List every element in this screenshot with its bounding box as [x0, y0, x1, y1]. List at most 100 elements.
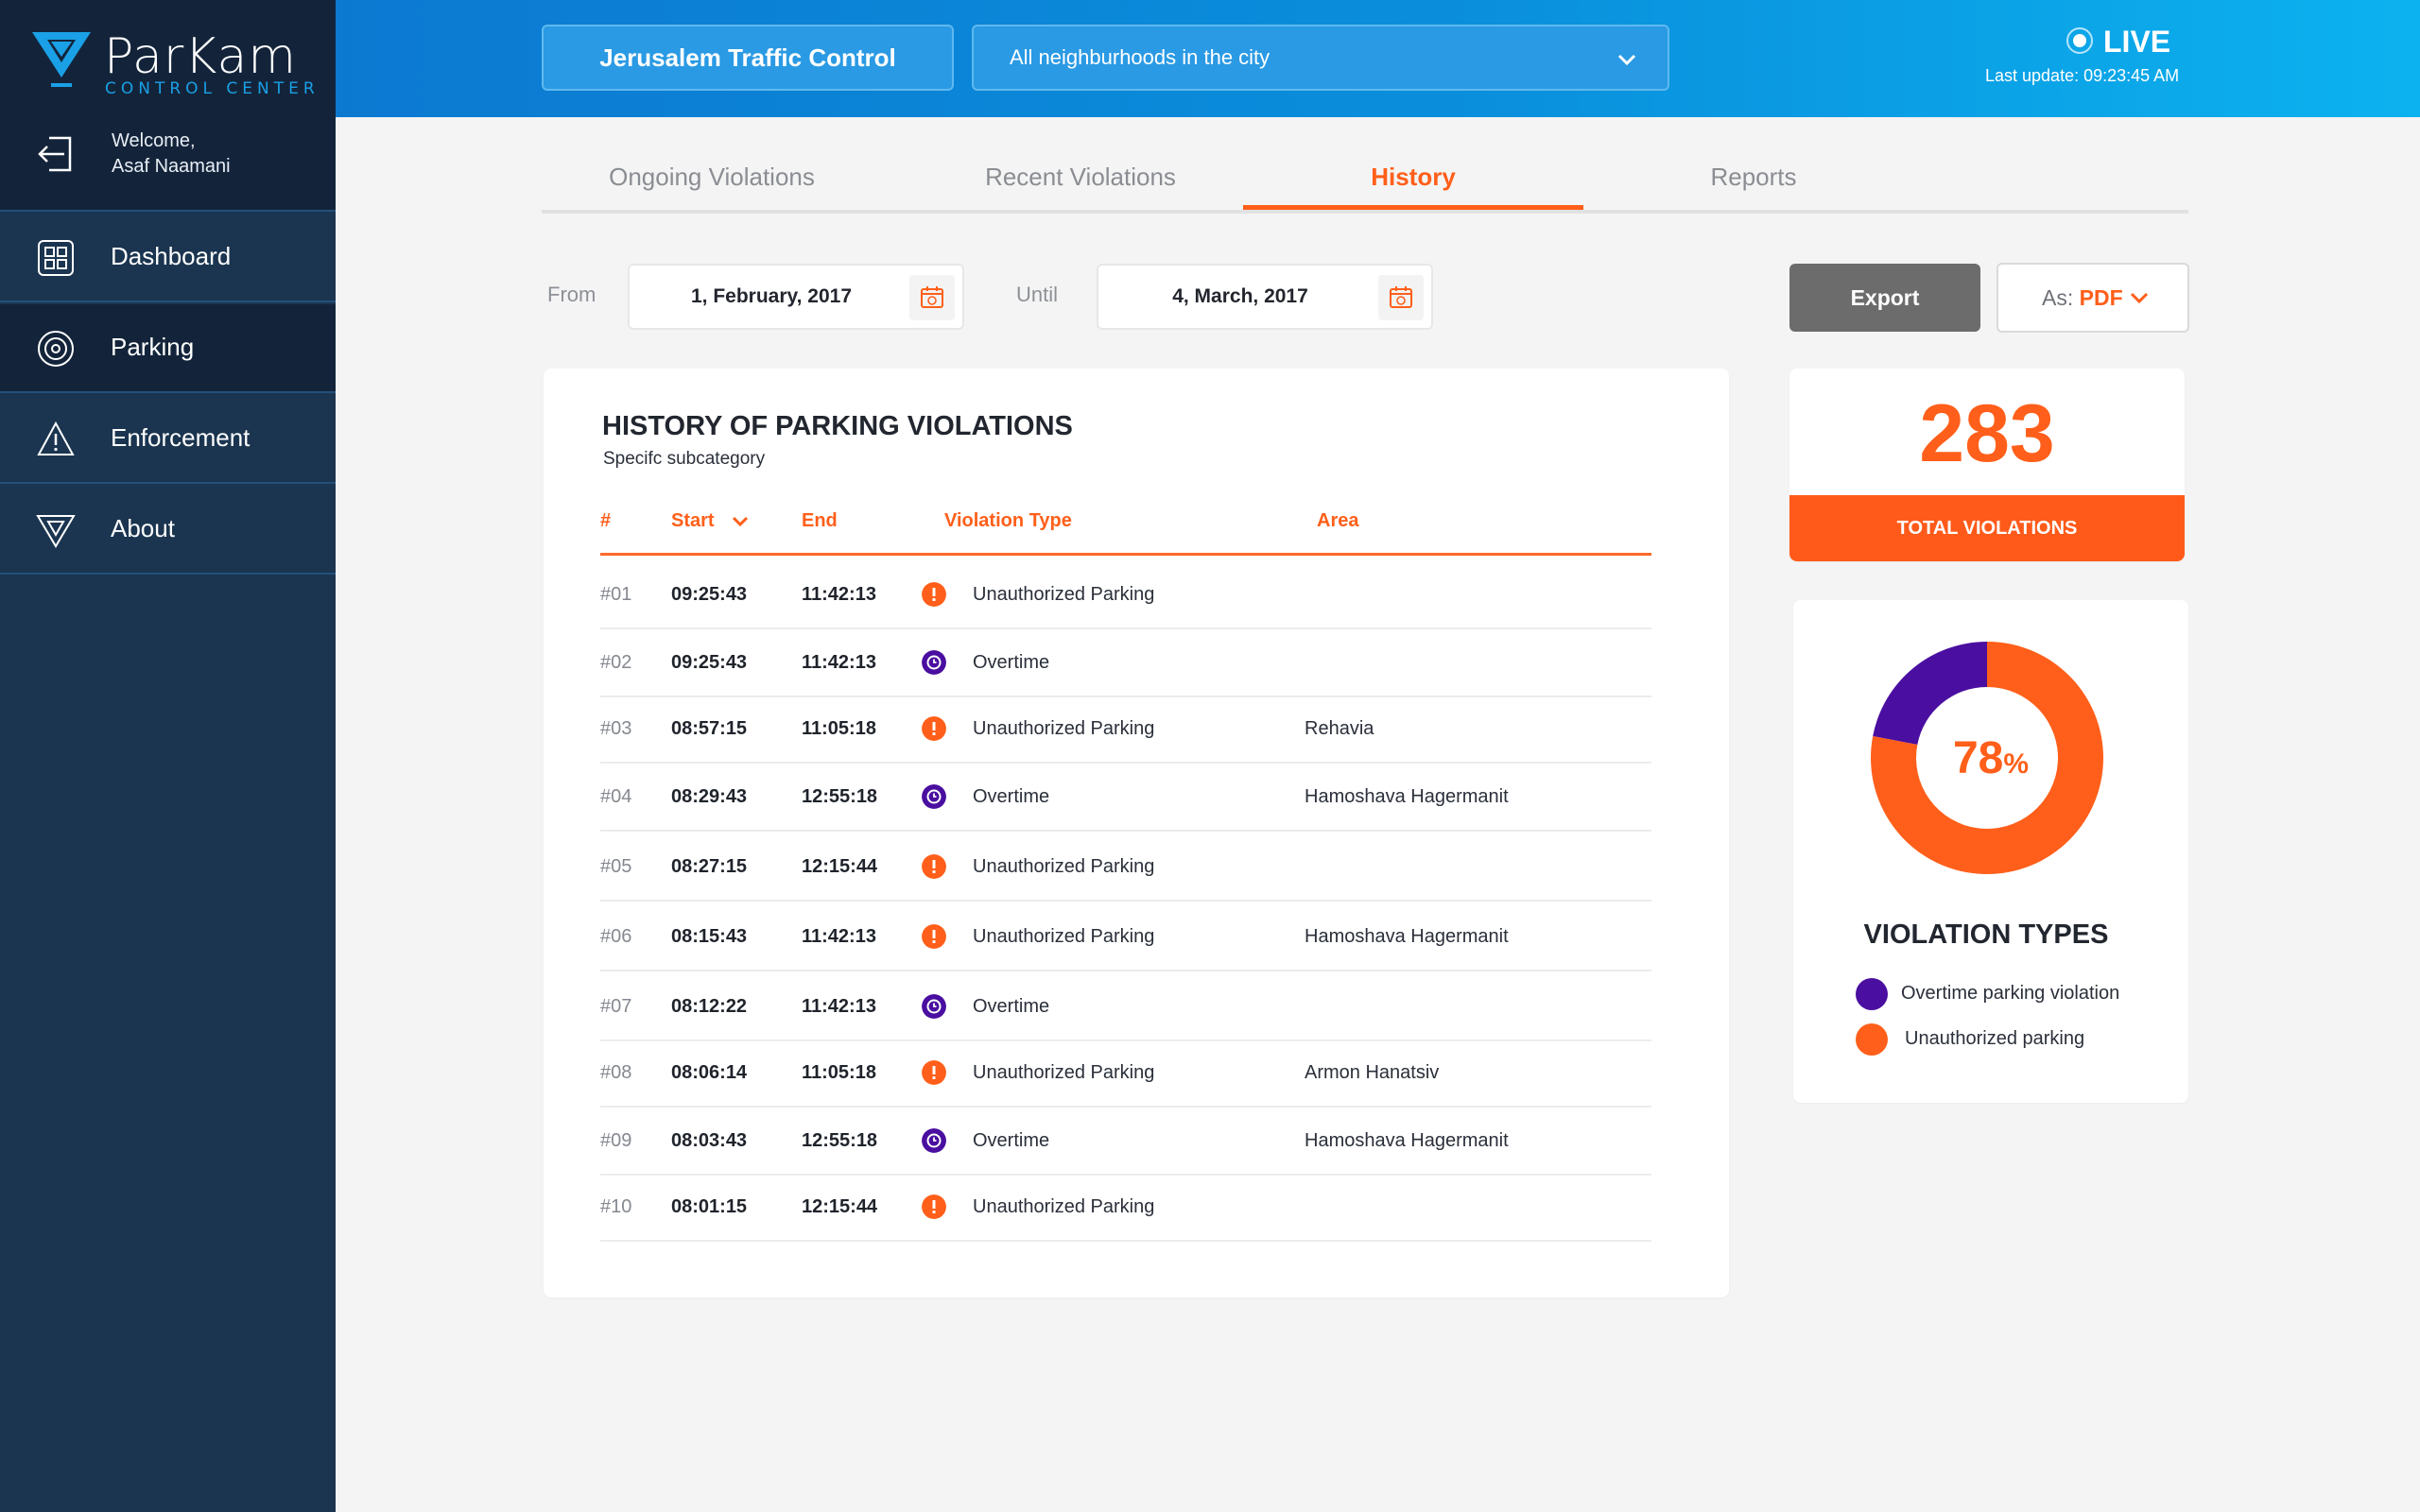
violation-type-label: Overtime — [973, 996, 1050, 1017]
violation-types-card: 78% VIOLATION TYPES Overtime parking vio… — [1793, 600, 2188, 1103]
donut-center-number: 78 — [1952, 733, 2004, 783]
table-row[interactable]: #06 08:15:43 11:42:13 Unauthorized Parking H… — [600, 903, 1651, 971]
row-end-time: 11:42:13 — [802, 996, 876, 1017]
row-number: #03 — [600, 718, 632, 739]
total-violations-card: 283 TOTAL VIOLATIONS — [1789, 369, 2185, 561]
violation-type-label: Unauthorized Parking — [973, 856, 1155, 877]
sidebar-item-about[interactable]: About — [0, 486, 336, 575]
row-start-time: 08:03:43 — [671, 1130, 748, 1151]
export-button[interactable]: Export — [1789, 264, 1980, 332]
format-prefix: As: — [2042, 285, 2080, 310]
sidebar-item-label: Enforcement — [111, 423, 251, 452]
brand-logo[interactable]: ParKam CONTROL CENTER — [0, 0, 336, 113]
alert-exclamation-icon — [922, 1194, 946, 1219]
column-end[interactable]: End — [802, 510, 838, 531]
row-number: #02 — [600, 652, 632, 673]
column-violation-type[interactable]: Violation Type — [944, 510, 1072, 531]
alert-exclamation-icon — [922, 924, 946, 949]
from-date-field[interactable]: 1, February, 2017 — [628, 264, 964, 330]
sidebar-item-label: Parking — [111, 333, 195, 361]
row-number: #09 — [600, 1130, 632, 1151]
row-area: Hamoshava Hagermanit — [1305, 1130, 1509, 1151]
row-start-time: 09:25:43 — [671, 584, 748, 605]
donut-center-unit: % — [2003, 748, 2030, 780]
violation-type-label: Overtime — [973, 652, 1050, 673]
welcome-text: Welcome, — [112, 130, 196, 151]
live-label: LIVE — [2103, 25, 2171, 59]
tab-reports[interactable]: Reports — [1710, 163, 1797, 191]
active-tab-underline — [1243, 205, 1583, 210]
column-area[interactable]: Area — [1317, 510, 1359, 531]
alert-exclamation-icon — [922, 716, 946, 741]
calendar-button[interactable] — [909, 275, 955, 320]
table-row[interactable]: #10 08:01:15 12:15:44 Unauthorized Parking — [600, 1174, 1651, 1242]
target-icon — [38, 331, 74, 367]
table-row[interactable]: #09 08:03:43 12:55:18 Overtime Hamoshava Hag… — [600, 1108, 1651, 1176]
export-format-select[interactable]: As: PDF — [1996, 263, 2189, 333]
city-button[interactable]: Jerusalem Traffic Control — [542, 25, 954, 91]
table-row[interactable]: #05 08:27:15 12:15:44 Unauthorized Parking — [600, 833, 1651, 902]
table-row[interactable]: #01 09:25:43 11:42:13 Unauthorized Parking — [600, 561, 1651, 629]
row-end-time: 11:42:13 — [802, 584, 876, 605]
legend-label: Overtime parking violation — [1901, 983, 2120, 1004]
donut-slice-overtime — [1873, 642, 1987, 745]
logout-icon[interactable] — [36, 134, 76, 174]
sidebar-item-label: Dashboard — [111, 242, 232, 270]
row-number: #07 — [600, 996, 632, 1017]
tab-recent-violations[interactable]: Recent Violations — [985, 163, 1176, 191]
until-date-field[interactable]: 4, March, 2017 — [1097, 264, 1433, 330]
sidebar-item-label: About — [111, 514, 175, 542]
violation-type-label: Unauthorized Parking — [973, 926, 1155, 947]
overtime-clock-icon — [922, 994, 946, 1019]
live-indicator: LIVE Last update: 09:23:45 AM — [1985, 21, 2349, 96]
violation-type-label: Unauthorized Parking — [973, 584, 1155, 605]
row-start-time: 08:06:14 — [671, 1062, 748, 1083]
tab-history[interactable]: History — [1371, 163, 1456, 191]
row-end-time: 11:42:13 — [802, 652, 876, 673]
warning-triangle-icon — [37, 421, 75, 455]
row-area: Armon Hanatsiv — [1305, 1062, 1440, 1083]
overtime-clock-icon — [922, 784, 946, 809]
row-start-time: 08:29:43 — [671, 786, 748, 807]
row-start-time: 08:27:15 — [671, 856, 748, 877]
violation-type-label: Unauthorized Parking — [973, 718, 1155, 739]
table-row[interactable]: #02 09:25:43 11:42:13 Overtime — [600, 629, 1651, 697]
tab-bar: Ongoing Violations Recent Violations His… — [542, 151, 2188, 214]
brand-name: ParKam — [104, 28, 297, 85]
row-end-time: 11:42:13 — [802, 926, 876, 947]
table-row[interactable]: #04 08:29:43 12:55:18 Overtime Hamoshava Hag… — [600, 764, 1651, 832]
overtime-clock-icon — [922, 650, 946, 675]
row-end-time: 12:55:18 — [802, 1130, 878, 1151]
table-row[interactable]: #08 08:06:14 11:05:18 Unauthorized Parking A… — [600, 1040, 1651, 1108]
sidebar: ParKam CONTROL CENTER Welcome, Asaf Naam… — [0, 0, 336, 1512]
row-number: #10 — [600, 1196, 632, 1217]
legend-swatch — [1856, 1023, 1888, 1056]
history-card: HISTORY OF PARKING VIOLATIONS Specifc su… — [544, 369, 1729, 1297]
sidebar-item-enforcement[interactable]: Enforcement — [0, 395, 336, 484]
until-label: Until — [1016, 283, 1059, 306]
alert-exclamation-icon — [922, 854, 946, 879]
user-name: Asaf Naamani — [112, 156, 231, 177]
table-row[interactable]: #07 08:12:22 11:42:13 Overtime — [600, 973, 1651, 1041]
tab-ongoing-violations[interactable]: Ongoing Violations — [609, 163, 815, 191]
calendar-button[interactable] — [1378, 275, 1424, 320]
column-start[interactable]: Start — [671, 510, 750, 532]
table-header: # Start End Violation Type Area — [600, 510, 1651, 556]
row-number: #08 — [600, 1062, 632, 1083]
dashboard-grid-icon — [38, 240, 74, 276]
neighbourhood-select[interactable]: All neighburhoods in the city — [972, 25, 1669, 91]
row-end-time: 12:15:44 — [802, 856, 878, 877]
history-title: HISTORY OF PARKING VIOLATIONS — [602, 411, 1073, 441]
sidebar-item-parking[interactable]: Parking — [0, 304, 336, 393]
row-end-time: 11:05:18 — [802, 1062, 876, 1083]
violation-type-label: Unauthorized Parking — [973, 1196, 1155, 1217]
brand-subtitle: CONTROL CENTER — [105, 79, 320, 98]
alert-exclamation-icon — [922, 582, 946, 607]
row-number: #04 — [600, 786, 632, 807]
violation-type-label: Overtime — [973, 1130, 1050, 1151]
logo-triangle-icon — [36, 515, 76, 548]
legend-label: Unauthorized parking — [1905, 1028, 2085, 1049]
overtime-clock-icon — [922, 1128, 946, 1153]
table-row[interactable]: #03 08:57:15 11:05:18 Unauthorized Parking R… — [600, 696, 1651, 764]
sidebar-item-dashboard[interactable]: Dashboard — [0, 214, 336, 302]
